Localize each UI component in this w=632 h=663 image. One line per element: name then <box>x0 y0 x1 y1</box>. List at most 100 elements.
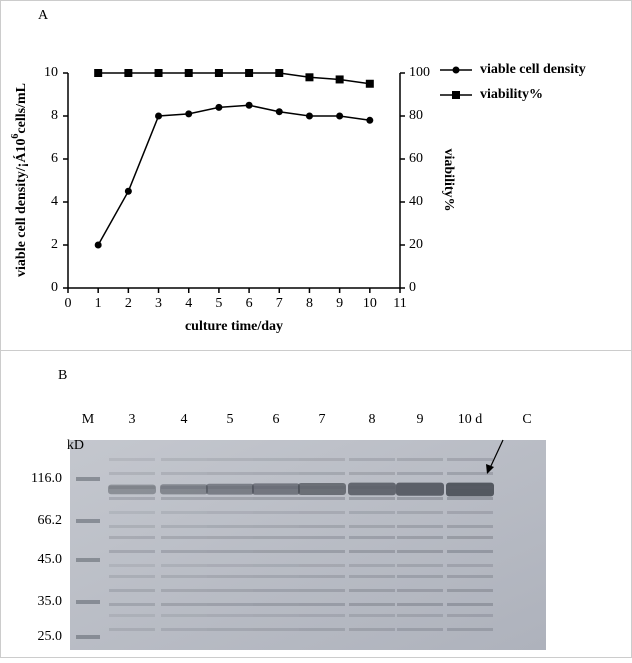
y-tick-label: 10 <box>44 65 58 80</box>
background-band <box>109 564 155 567</box>
background-band <box>299 575 345 578</box>
background-band <box>397 575 443 578</box>
background-band <box>397 472 443 475</box>
background-band <box>397 486 443 489</box>
point <box>185 110 193 118</box>
arrowhead <box>486 464 494 474</box>
lane-label: 10 d <box>458 412 483 427</box>
y-tick-label: 4 <box>51 194 58 209</box>
point <box>245 69 254 77</box>
lane-label: C <box>522 412 531 427</box>
background-band <box>207 511 253 514</box>
background-band <box>349 628 395 631</box>
series-line <box>97 104 370 246</box>
point <box>154 69 163 77</box>
background-band <box>109 536 155 539</box>
x-tick-label: 4 <box>185 296 192 311</box>
background-band <box>109 511 155 514</box>
background-band <box>109 472 155 475</box>
background-band <box>299 525 345 528</box>
background-band <box>397 628 443 631</box>
background-band <box>349 614 395 617</box>
background-band <box>349 589 395 592</box>
background-band <box>161 614 207 617</box>
y-tick-label: 0 <box>51 280 58 295</box>
x-tick-label: 10 <box>363 296 377 311</box>
x-tick-label: 0 <box>65 296 72 311</box>
x-tick-label: 1 <box>95 296 102 311</box>
background-band <box>207 525 253 528</box>
background-band <box>207 603 253 606</box>
point <box>365 79 374 88</box>
background-band <box>299 497 345 500</box>
point <box>335 75 344 84</box>
background-band <box>349 511 395 514</box>
background-band <box>299 628 345 631</box>
point <box>184 69 193 77</box>
x-tick-label: 3 <box>155 296 162 311</box>
background-band <box>253 458 299 461</box>
arrow <box>489 439 504 469</box>
background-band <box>397 536 443 539</box>
background-band <box>207 614 253 617</box>
background-band <box>447 564 493 567</box>
background-band <box>161 564 207 567</box>
background-band <box>161 472 207 475</box>
x-tick-label: 7 <box>276 296 283 311</box>
x-axis-label: culture time/day <box>185 319 283 334</box>
background-band <box>299 614 345 617</box>
y2-tick-label: 60 <box>409 151 423 166</box>
background-band <box>299 589 345 592</box>
background-band <box>253 575 299 578</box>
background-band <box>161 486 207 489</box>
background-band <box>253 628 299 631</box>
point <box>336 112 344 120</box>
point <box>124 187 132 195</box>
background-band <box>299 550 345 553</box>
protein-band <box>206 483 254 495</box>
background-band <box>161 497 207 500</box>
background-band <box>109 628 155 631</box>
marker-label: 116.0 <box>31 471 62 486</box>
background-band <box>299 536 345 539</box>
background-band <box>207 536 253 539</box>
background-band <box>109 603 155 606</box>
y-label-unit: cells/mL <box>14 83 29 134</box>
background-band <box>161 511 207 514</box>
background-band <box>109 525 155 528</box>
background-band <box>161 589 207 592</box>
background-band <box>109 575 155 578</box>
background-band <box>253 511 299 514</box>
background-band <box>447 458 493 461</box>
background-band <box>109 486 155 489</box>
background-band <box>447 497 493 500</box>
background-band <box>447 472 493 475</box>
background-band <box>161 550 207 553</box>
marker-label: 66.2 <box>38 513 63 528</box>
marker-label: 45.0 <box>38 552 63 567</box>
ladder-band <box>76 477 100 481</box>
background-band <box>349 472 395 475</box>
point <box>275 69 284 77</box>
background-band <box>447 550 493 553</box>
background-band <box>253 486 299 489</box>
y2-tick-label: 0 <box>409 280 416 295</box>
background-band <box>397 603 443 606</box>
protein-band <box>252 483 300 495</box>
background-band <box>161 628 207 631</box>
legend-marker <box>452 66 460 74</box>
y2-axis-label: viability% <box>441 148 456 211</box>
point <box>305 112 313 120</box>
point <box>155 112 163 120</box>
y2-tick-label: 20 <box>409 237 423 252</box>
background-band <box>207 628 253 631</box>
background-band <box>349 525 395 528</box>
background-band <box>299 486 345 489</box>
background-band <box>161 603 207 606</box>
background-band <box>397 614 443 617</box>
background-band <box>253 472 299 475</box>
point <box>275 108 283 116</box>
protein-band <box>160 484 208 495</box>
background-band <box>349 564 395 567</box>
